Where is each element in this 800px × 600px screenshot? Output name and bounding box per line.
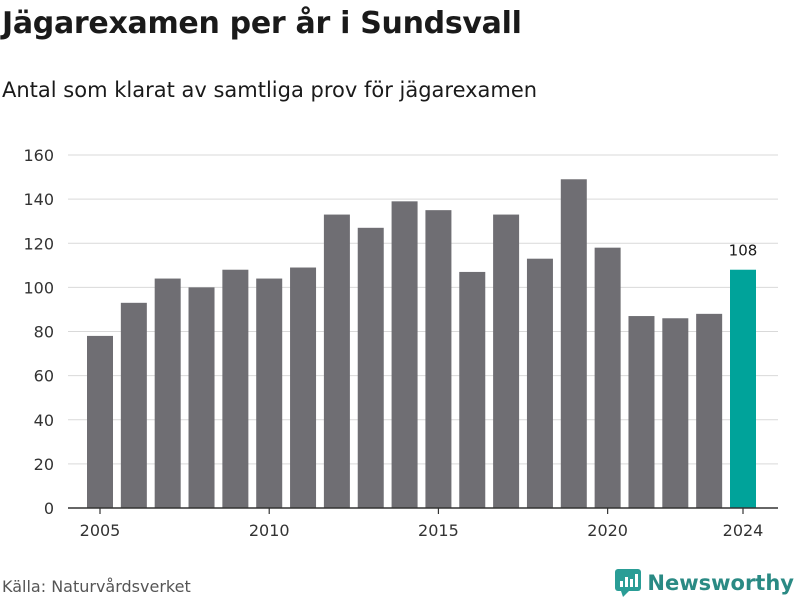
bar-chart: 0 20 40 60 80 100 120 140 160 108 2005 2010 2015 2020… — [23, 146, 778, 540]
y-tick-label: 0 — [44, 499, 54, 518]
bar — [696, 313, 723, 508]
bar — [290, 267, 317, 508]
bar — [154, 278, 181, 508]
highlight-bar — [730, 269, 756, 508]
bar — [459, 271, 486, 508]
x-tick-label: 2010 — [249, 521, 290, 540]
bar — [526, 258, 553, 508]
y-tick-label: 40 — [34, 411, 54, 430]
brand-name: Newsworthy — [647, 571, 794, 595]
bar — [222, 269, 249, 508]
bar — [628, 316, 655, 508]
newsworthy-logo-icon — [615, 569, 642, 597]
bar — [560, 179, 587, 509]
y-tick-label: 60 — [34, 367, 54, 386]
bar — [357, 227, 384, 508]
y-tick-label: 80 — [34, 323, 54, 342]
y-tick-label: 100 — [23, 278, 54, 297]
bar — [87, 335, 113, 508]
x-tick-label: 2020 — [587, 521, 628, 540]
bar — [120, 302, 147, 508]
data-label: 108 — [729, 242, 758, 260]
bar — [425, 210, 452, 508]
y-tick-label: 140 — [23, 190, 54, 209]
x-tick-label: 2024 — [723, 521, 764, 540]
chart-subtitle: Antal som klarat av samtliga prov för jä… — [2, 78, 538, 102]
bar — [662, 318, 689, 508]
brand-logo[interactable]: Newsworthy — [615, 569, 794, 597]
bar — [188, 287, 215, 508]
bar — [323, 214, 350, 508]
y-tick-label: 120 — [23, 234, 54, 253]
bar — [493, 214, 520, 508]
bar — [256, 278, 283, 508]
x-tick-label: 2015 — [418, 521, 459, 540]
x-tick-label: 2005 — [80, 521, 121, 540]
source-note: Källa: Naturvårdsverket — [2, 577, 191, 596]
chart-title: Jägarexamen per år i Sundsvall — [2, 6, 522, 41]
y-tick-label: 20 — [34, 455, 54, 474]
bar — [594, 247, 621, 508]
bar — [391, 201, 418, 509]
y-tick-label: 160 — [23, 146, 54, 165]
